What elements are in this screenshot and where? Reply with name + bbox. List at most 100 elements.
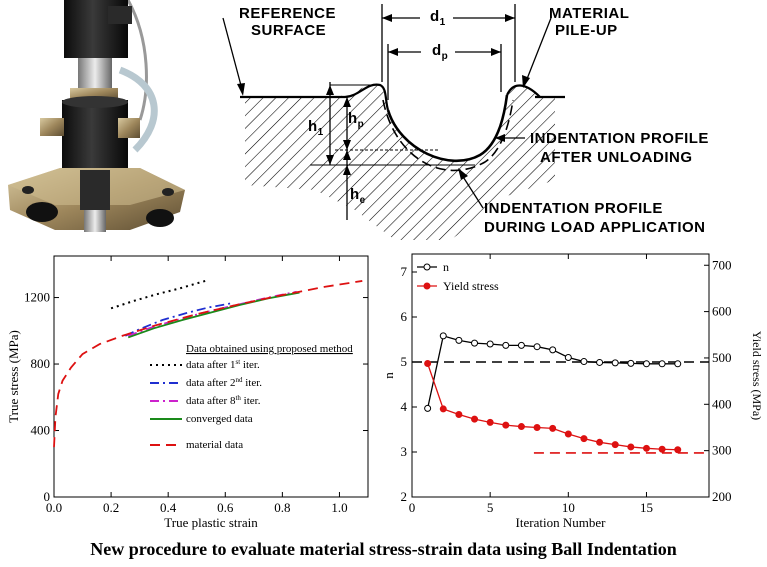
x-tick-label: 0.4 bbox=[160, 500, 177, 515]
series-point-1 bbox=[580, 435, 588, 443]
x-axis-label: Iteration Number bbox=[516, 515, 607, 530]
series-point-0 bbox=[564, 354, 572, 361]
y-tick-label: 400 bbox=[31, 423, 51, 438]
x-tick-label: 0 bbox=[409, 500, 416, 515]
x-tick-label: 1.0 bbox=[331, 500, 347, 515]
x-tick-label: 5 bbox=[487, 500, 494, 515]
x-tick-label: 10 bbox=[562, 500, 575, 515]
label-material-pileup-1: MATERIAL bbox=[549, 5, 630, 22]
label-reference-surface-1: REFERENCE bbox=[239, 5, 337, 22]
x-tick-label: 15 bbox=[640, 500, 653, 515]
legend-entry-4: material data bbox=[186, 439, 243, 451]
label-material-pileup-2: PILE-UP bbox=[555, 22, 618, 39]
indentation-profile-after-unloading bbox=[386, 94, 509, 163]
series-point-1 bbox=[533, 423, 541, 431]
y-tick-label: 3 bbox=[401, 444, 408, 459]
y-tick-label: 7 bbox=[401, 264, 408, 279]
figure-caption: New procedure to evaluate material stres… bbox=[90, 539, 677, 559]
label-dp: dp bbox=[432, 42, 449, 62]
series-point-1 bbox=[424, 360, 432, 368]
series-point-1 bbox=[517, 423, 525, 431]
series-point-0 bbox=[596, 358, 604, 366]
series-point-0 bbox=[580, 358, 588, 366]
series-point-1 bbox=[596, 438, 604, 446]
series-point-0 bbox=[549, 346, 557, 354]
legend-entry-0: data after 1st iter. bbox=[186, 358, 260, 371]
label-during-load-2: DURING LOAD APPLICATION bbox=[484, 219, 706, 236]
label-h1: h1 bbox=[308, 118, 324, 138]
series-point-0 bbox=[658, 360, 666, 368]
label-d1: d1 bbox=[430, 8, 446, 28]
legend-marker-0 bbox=[423, 263, 431, 271]
legend-marker-1 bbox=[423, 282, 431, 290]
series-point-0 bbox=[533, 343, 541, 351]
y-right-tick-label: 700 bbox=[712, 257, 732, 272]
series-point-1 bbox=[439, 405, 447, 413]
series-line-4 bbox=[53, 280, 363, 448]
series-line-0 bbox=[110, 279, 209, 310]
x-tick-label: 0.6 bbox=[217, 500, 234, 515]
series-point-1 bbox=[455, 410, 463, 418]
y-tick-label: 2 bbox=[401, 489, 408, 504]
series-point-0 bbox=[471, 339, 479, 347]
x-tick-label: 0.2 bbox=[103, 500, 119, 515]
plot-frame bbox=[53, 255, 369, 498]
series-point-1 bbox=[471, 415, 479, 423]
legend-entry-0: n bbox=[443, 260, 449, 274]
series-point-1 bbox=[502, 421, 510, 429]
y-tick-label: 800 bbox=[31, 356, 51, 371]
y-axis-label: n bbox=[385, 372, 396, 379]
series-point-0 bbox=[517, 341, 525, 349]
y-tick-label: 0 bbox=[44, 489, 51, 504]
x-tick-label: 0.8 bbox=[274, 500, 290, 515]
series-point-1 bbox=[564, 430, 572, 438]
series-line-3 bbox=[127, 291, 300, 339]
series-point-0 bbox=[674, 360, 682, 368]
y-right-tick-label: 400 bbox=[712, 396, 732, 411]
series-point-1 bbox=[627, 443, 635, 451]
series-point-1 bbox=[658, 445, 666, 453]
label-reference-surface-2: SURFACE bbox=[251, 22, 327, 39]
label-during-load-1: INDENTATION PROFILE bbox=[484, 200, 663, 217]
series-point-0 bbox=[611, 359, 619, 367]
series-point-0 bbox=[486, 340, 494, 348]
series-point-0 bbox=[455, 336, 463, 344]
pile-up-right bbox=[506, 84, 541, 98]
stress-strain-chart: 0.0 0.2 0.4 0.6 0.8 1.0 0 400 800 1200 True plasti… bbox=[6, 255, 369, 530]
series-point-1 bbox=[674, 446, 682, 454]
y-right-tick-label: 300 bbox=[712, 443, 732, 458]
legend-entry-1: Yield stress bbox=[443, 279, 499, 293]
series-point-0 bbox=[502, 341, 510, 349]
label-after-unloading-1: INDENTATION PROFILE bbox=[530, 130, 709, 147]
series-point-1 bbox=[611, 441, 619, 449]
y-right-tick-label: 500 bbox=[712, 350, 732, 365]
y-right-tick-label: 600 bbox=[712, 304, 732, 319]
series-point-0 bbox=[439, 332, 447, 340]
label-he: he bbox=[350, 186, 366, 206]
x-axis-label: True plastic strain bbox=[164, 515, 258, 530]
series-point-1 bbox=[549, 424, 557, 432]
iteration-chart: 0 5 10 15 2 3 4 5 6 7 200 300 400 500 600 700 Iteration … bbox=[385, 253, 764, 530]
label-hp: hp bbox=[348, 110, 365, 130]
y-axis-label: True stress (MPa) bbox=[6, 330, 21, 423]
legend-entry-3: converged data bbox=[186, 413, 253, 425]
y-right-axis-label: Yield stress (MPa) bbox=[750, 331, 764, 420]
y-tick-label: 6 bbox=[401, 309, 408, 324]
series-point-1 bbox=[486, 418, 494, 426]
x-tick-label: 0.0 bbox=[46, 500, 62, 515]
y-right-tick-label: 200 bbox=[712, 489, 732, 504]
series-point-0 bbox=[642, 360, 650, 368]
y-tick-label: 5 bbox=[401, 354, 408, 369]
indentation-profile-during-load bbox=[382, 99, 514, 172]
legend-entry-1: data after 2nd iter. bbox=[186, 376, 262, 389]
legend-title: Data obtained using proposed method bbox=[186, 343, 353, 355]
y-tick-label: 1200 bbox=[24, 290, 50, 305]
series-point-0 bbox=[627, 359, 635, 367]
plot-frame bbox=[411, 253, 710, 498]
series-point-0 bbox=[424, 404, 432, 412]
series-line-1 bbox=[427, 363, 678, 451]
indentation-schematic bbox=[222, 4, 565, 240]
label-after-unloading-2: AFTER UNLOADING bbox=[540, 149, 693, 166]
legend-entry-2: data after 8th iter. bbox=[186, 394, 261, 407]
